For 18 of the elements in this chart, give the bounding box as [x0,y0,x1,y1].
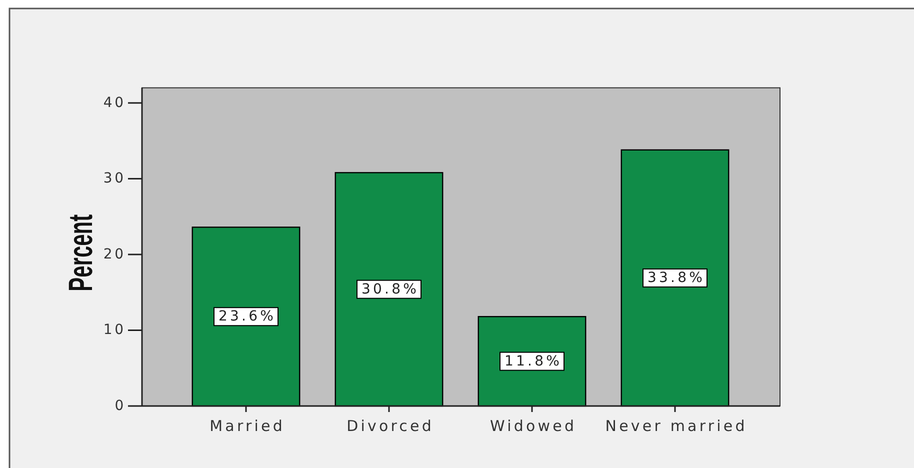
x-tick-label: Married [210,417,285,435]
y-axis-title: Percent [61,214,99,292]
data-label: 23.6% [218,308,276,325]
y-tick-label: 30 [103,170,126,187]
y-tick-label: 10 [103,322,126,338]
y-tick-label: 20 [103,246,126,262]
y-tick-label: 0 [114,398,126,414]
data-label: 33.8% [648,270,706,286]
bar [334,172,444,407]
bar [478,316,586,407]
bar [192,226,300,407]
data-label: 30.8% [362,281,420,298]
data-label: 11.8% [504,353,562,370]
x-tick-label: Widowed [490,417,577,435]
x-tick-label: Never married [605,417,748,435]
bar [620,149,730,407]
x-tick-label: Divorced [346,417,434,435]
y-tick-label: 40 [103,94,126,111]
